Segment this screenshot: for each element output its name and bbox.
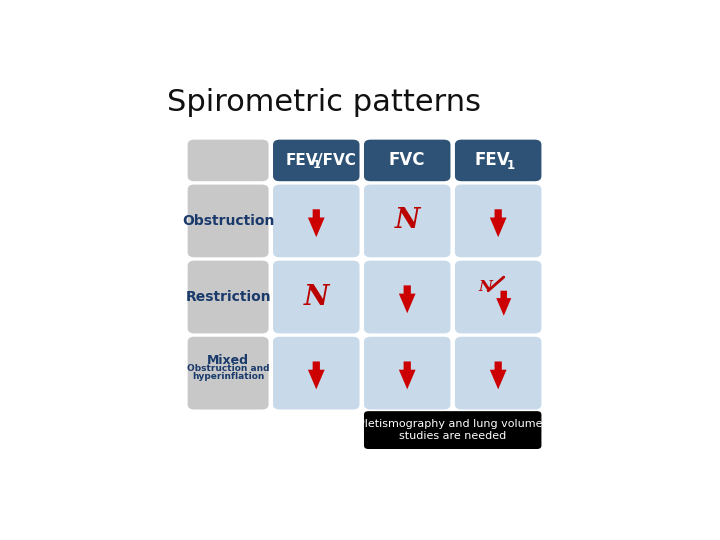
FancyBboxPatch shape bbox=[188, 185, 269, 258]
Text: N: N bbox=[479, 280, 493, 294]
Polygon shape bbox=[496, 291, 511, 316]
FancyBboxPatch shape bbox=[364, 261, 451, 333]
Text: Obstruction: Obstruction bbox=[182, 214, 274, 228]
FancyBboxPatch shape bbox=[364, 185, 451, 258]
Text: 1: 1 bbox=[312, 160, 320, 171]
Text: Mixed: Mixed bbox=[207, 354, 249, 367]
FancyBboxPatch shape bbox=[364, 140, 451, 181]
Text: Spirometric patterns: Spirometric patterns bbox=[167, 87, 482, 117]
Text: /FVC: /FVC bbox=[317, 153, 356, 168]
FancyBboxPatch shape bbox=[364, 337, 451, 409]
Polygon shape bbox=[490, 210, 507, 237]
FancyBboxPatch shape bbox=[455, 337, 541, 409]
FancyBboxPatch shape bbox=[364, 411, 541, 449]
FancyBboxPatch shape bbox=[455, 185, 541, 258]
Polygon shape bbox=[399, 361, 415, 389]
FancyBboxPatch shape bbox=[455, 140, 541, 181]
Text: FVC: FVC bbox=[389, 151, 426, 170]
Text: FEV: FEV bbox=[286, 153, 318, 168]
Text: hyperinflation: hyperinflation bbox=[192, 372, 264, 381]
Polygon shape bbox=[308, 210, 325, 237]
FancyBboxPatch shape bbox=[273, 337, 359, 409]
Text: Restriction: Restriction bbox=[185, 290, 271, 304]
Polygon shape bbox=[490, 361, 507, 389]
Text: Obstruction and: Obstruction and bbox=[187, 364, 269, 374]
FancyBboxPatch shape bbox=[273, 140, 359, 181]
Text: FEV: FEV bbox=[474, 151, 510, 170]
Polygon shape bbox=[399, 285, 415, 313]
Text: N: N bbox=[304, 284, 329, 310]
Polygon shape bbox=[308, 361, 325, 389]
FancyBboxPatch shape bbox=[455, 261, 541, 333]
FancyBboxPatch shape bbox=[273, 185, 359, 258]
FancyBboxPatch shape bbox=[188, 261, 269, 333]
Text: N: N bbox=[395, 207, 420, 234]
Text: 1: 1 bbox=[507, 159, 515, 172]
FancyBboxPatch shape bbox=[188, 140, 269, 181]
FancyBboxPatch shape bbox=[188, 337, 269, 409]
Text: Pletismography and lung volumes
studies are needed: Pletismography and lung volumes studies … bbox=[358, 419, 548, 441]
FancyBboxPatch shape bbox=[273, 261, 359, 333]
